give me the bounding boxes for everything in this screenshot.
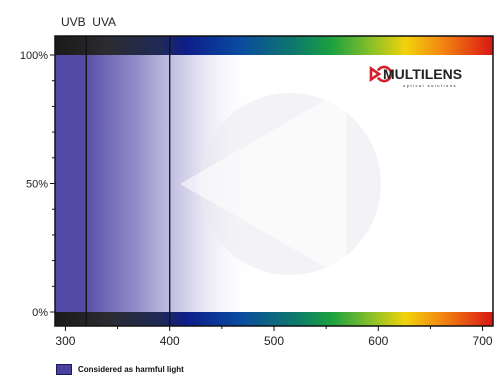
band-labels: UVB UVA (61, 15, 116, 29)
logo-mark-icon (369, 65, 393, 83)
legend-label: Considered as harmful light (78, 365, 184, 374)
x-tick-label: 400 (160, 334, 180, 348)
x-tick-label: 300 (55, 334, 75, 348)
band-label-uva: UVA (92, 15, 116, 29)
legend: Considered as harmful light (56, 364, 184, 375)
spectrum-bar-top (55, 36, 493, 55)
x-tick-label: 500 (264, 334, 284, 348)
brand-watermark (180, 88, 381, 279)
band-label-uvb: UVB (61, 15, 86, 29)
brand-tagline: optical solutions (403, 83, 457, 88)
brand-name: MULTILENS (383, 66, 462, 82)
spectrum-bar-bottom (55, 312, 493, 326)
axes: 0% 50% 100% 300 400 500 600 700 (20, 35, 494, 348)
harmful-solid-region (55, 55, 87, 312)
legend-swatch (56, 364, 72, 375)
band-boundaries (85, 36, 171, 326)
y-tick-label: 0% (32, 307, 48, 319)
y-tick-label: 100% (20, 50, 48, 62)
watermark-triangle (180, 88, 346, 279)
x-tick-label: 600 (368, 334, 388, 348)
x-tick-label: 700 (473, 334, 493, 348)
spectrum-bars (55, 36, 493, 326)
y-tick-label: 50% (26, 179, 48, 191)
brand-logo: MULTILENS optical solutions (369, 65, 462, 88)
